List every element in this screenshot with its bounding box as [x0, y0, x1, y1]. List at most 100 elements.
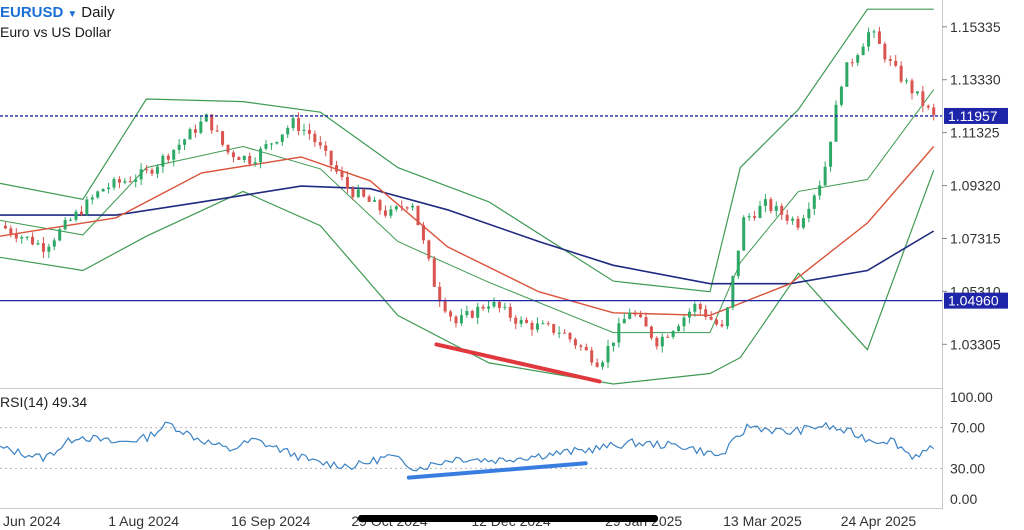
candle-body — [9, 228, 13, 234]
candle-body — [210, 114, 214, 131]
candle-body — [622, 318, 626, 324]
candle-body — [340, 171, 344, 178]
candle-body — [470, 310, 474, 318]
candle-body — [465, 310, 469, 316]
candle-body — [584, 346, 588, 351]
candle-body — [481, 306, 485, 309]
time-tick-label: 24 Apr 2025 — [841, 513, 917, 529]
candle-body — [101, 188, 105, 192]
candle-body — [286, 128, 290, 135]
candle-body — [725, 307, 729, 327]
candle-body — [606, 346, 610, 363]
bollinger-upper-line — [0, 8, 934, 293]
candle-body — [905, 80, 909, 82]
candle-body — [248, 155, 252, 164]
candle-body — [52, 240, 56, 247]
candle-body — [69, 219, 73, 221]
candle-body — [318, 142, 322, 146]
candle-body — [134, 179, 138, 182]
candle-body — [796, 218, 800, 228]
candle-body — [183, 139, 187, 145]
candle-body — [535, 323, 539, 330]
candle-body — [188, 129, 192, 140]
candle-body — [438, 286, 442, 302]
candle-body — [910, 80, 914, 94]
candle-body — [573, 339, 577, 346]
candle-body — [579, 345, 583, 347]
candle-body — [687, 311, 691, 318]
candle-body — [58, 229, 62, 241]
candle-body — [74, 211, 78, 220]
candle-body — [807, 208, 811, 219]
candle-body — [155, 166, 159, 174]
candle-body — [351, 188, 355, 198]
rsi-tick-label: 30.00 — [950, 460, 985, 476]
candle-body — [720, 324, 724, 327]
candle-body — [20, 237, 24, 239]
time-scroll-handle — [358, 515, 658, 522]
time-tick-label: 18 Jun 2024 — [0, 513, 61, 529]
price-tick-label: 1.15335 — [950, 19, 1001, 35]
candle-body — [161, 155, 165, 167]
candle-body — [3, 225, 7, 229]
candle-body — [476, 306, 480, 318]
candle-body — [801, 218, 805, 228]
candle-body — [259, 148, 263, 163]
timeframe-label[interactable]: Daily — [81, 4, 115, 21]
candle-body — [823, 166, 827, 186]
candle-body — [269, 143, 273, 145]
candle-body — [139, 169, 143, 180]
candle-body — [611, 342, 615, 347]
level-price-label: 1.04960 — [948, 293, 999, 309]
candle-body — [405, 207, 409, 209]
candle-body — [123, 181, 127, 183]
candle-body — [242, 155, 246, 161]
candle-body — [530, 322, 534, 330]
candle-body — [845, 62, 849, 87]
candle-body — [345, 177, 349, 189]
candle-body — [682, 317, 686, 327]
candle-body — [818, 185, 822, 196]
candle-body — [552, 324, 556, 333]
candle-body — [400, 206, 404, 208]
price-tick-label: 1.11325 — [950, 125, 1000, 141]
candle-body — [432, 258, 436, 287]
candle-body — [742, 217, 746, 251]
level-price-tag — [944, 292, 1008, 309]
candle-body — [753, 216, 757, 218]
candle-body — [14, 233, 18, 239]
candle-body — [383, 210, 387, 216]
candle-body — [872, 31, 876, 33]
candle-body — [150, 169, 154, 174]
rsi-tick-label: 70.00 — [950, 420, 985, 436]
candle-body — [253, 162, 257, 164]
candle-body — [199, 121, 203, 133]
candle-body — [660, 336, 664, 347]
candle-body — [487, 306, 491, 309]
rsi-name: RSI(14) — [0, 394, 49, 410]
ma-slow-line — [0, 185, 935, 285]
candle-body — [514, 317, 518, 324]
symbol-label[interactable]: EURUSD — [0, 4, 64, 21]
chevron-down-icon[interactable]: ▼ — [67, 9, 78, 20]
ma-fast-line — [0, 146, 935, 317]
candle-body — [356, 189, 360, 198]
candle-body — [774, 205, 778, 211]
candle-body — [411, 205, 415, 208]
candle-body — [649, 326, 653, 338]
time-tick-label: 16 Sep 2024 — [231, 513, 311, 529]
candle-body — [329, 150, 333, 166]
candle-body — [96, 191, 100, 198]
candle-body — [416, 205, 420, 226]
candle-body — [736, 250, 740, 277]
candle-body — [90, 197, 94, 200]
candle-body — [107, 187, 111, 189]
candle-body — [25, 236, 29, 238]
candle-body — [204, 114, 208, 122]
candle-body — [85, 199, 89, 215]
candle-body — [601, 362, 605, 367]
candle-body — [443, 301, 447, 312]
rsi-tick-label: 0.00 — [950, 491, 977, 507]
candle-body — [932, 107, 936, 116]
